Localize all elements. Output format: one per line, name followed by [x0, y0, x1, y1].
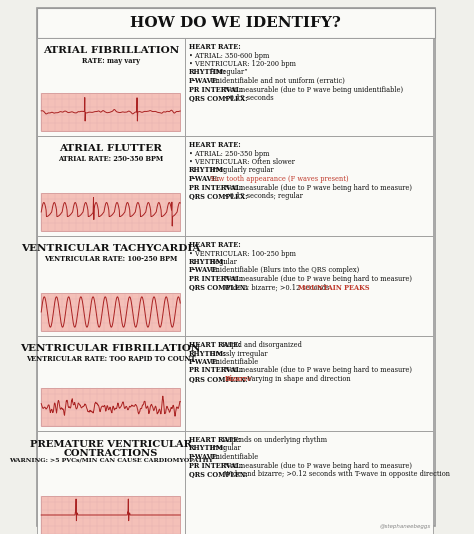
Text: HEART RATE:: HEART RATE: — [189, 436, 241, 444]
Text: P-WAVE:: P-WAVE: — [189, 453, 220, 461]
Text: RATE: may vary: RATE: may vary — [82, 57, 140, 65]
Text: HEART RATE:: HEART RATE: — [189, 141, 241, 149]
Text: VENTRICULAR FIBRILLATION: VENTRICULAR FIBRILLATION — [20, 344, 201, 353]
FancyBboxPatch shape — [184, 236, 433, 336]
Text: • VENTRICULAR: 120-200 bpm: • VENTRICULAR: 120-200 bpm — [189, 60, 296, 68]
FancyBboxPatch shape — [184, 136, 433, 236]
Text: P-WAVE:: P-WAVE: — [189, 175, 220, 183]
Text: Irregularly regular: Irregularly regular — [209, 167, 274, 175]
Text: Unidentifiable (Blurs into the QRS complex): Unidentifiable (Blurs into the QRS compl… — [209, 266, 360, 274]
Text: @stephaneebeggs: @stephaneebeggs — [380, 524, 431, 529]
FancyBboxPatch shape — [37, 8, 435, 526]
Text: MOUNTAIN PEAKS: MOUNTAIN PEAKS — [298, 284, 369, 292]
Text: <0.12 seconds: <0.12 seconds — [222, 94, 274, 102]
Text: Rapid and disorganized: Rapid and disorganized — [219, 341, 301, 349]
Text: PR INTERVAL:: PR INTERVAL: — [189, 184, 243, 192]
Text: Unidentifiable: Unidentifiable — [209, 358, 259, 366]
Text: Grossly irregular: Grossly irregular — [209, 349, 268, 357]
Text: HEART RATE:: HEART RATE: — [189, 241, 241, 249]
FancyBboxPatch shape — [41, 388, 180, 426]
Text: CONTRACTIONS: CONTRACTIONS — [64, 449, 158, 458]
Text: Not measurable (due to P wave being hard to measure): Not measurable (due to P wave being hard… — [222, 366, 412, 374]
Text: • ATRIAL: 350-600 bpm: • ATRIAL: 350-600 bpm — [189, 51, 269, 59]
Text: “Irregular”: “Irregular” — [209, 68, 248, 76]
Text: ATRIAL RATE: 250-350 BPM: ATRIAL RATE: 250-350 BPM — [58, 155, 164, 163]
FancyBboxPatch shape — [37, 136, 184, 236]
Text: Wide and bizarre; >0.12 seconds with T-wave in opposite direction: Wide and bizarre; >0.12 seconds with T-w… — [222, 470, 450, 478]
Text: Not measurable (due to P wave being hard to measure): Not measurable (due to P wave being hard… — [222, 184, 412, 192]
Text: QRS COMPLEX:: QRS COMPLEX: — [189, 94, 247, 102]
Text: <0.12 seconds; regular: <0.12 seconds; regular — [222, 192, 303, 200]
FancyBboxPatch shape — [184, 431, 433, 534]
FancyBboxPatch shape — [37, 236, 184, 336]
Text: RHYTHM:: RHYTHM: — [189, 258, 227, 266]
FancyBboxPatch shape — [184, 38, 433, 136]
Text: ATRIAL FLUTTER: ATRIAL FLUTTER — [59, 144, 162, 153]
Text: VENTRICULAR RATE: 100-250 BPM: VENTRICULAR RATE: 100-250 BPM — [44, 255, 177, 263]
Text: ATRIAL FIBRILLATION: ATRIAL FIBRILLATION — [43, 46, 179, 55]
Text: Unidentifiable: Unidentifiable — [209, 453, 259, 461]
FancyBboxPatch shape — [41, 93, 180, 131]
Text: Wide & bizarre; >0.12 seconds: Wide & bizarre; >0.12 seconds — [222, 284, 332, 292]
FancyBboxPatch shape — [41, 193, 180, 231]
Text: Saw tooth appearance (F waves present): Saw tooth appearance (F waves present) — [209, 175, 349, 183]
Text: Regular: Regular — [209, 258, 237, 266]
Text: HEART RATE:: HEART RATE: — [189, 43, 241, 51]
Text: HEART RATE:: HEART RATE: — [189, 341, 241, 349]
Text: RHYTHM:: RHYTHM: — [189, 167, 227, 175]
FancyBboxPatch shape — [37, 431, 184, 534]
FancyBboxPatch shape — [37, 38, 184, 136]
Text: QRS COMPLEX:: QRS COMPLEX: — [189, 375, 247, 383]
Text: RHYTHM:: RHYTHM: — [189, 68, 227, 76]
FancyBboxPatch shape — [37, 336, 184, 431]
FancyBboxPatch shape — [41, 496, 180, 534]
Text: QRS COMPLEX:: QRS COMPLEX: — [189, 284, 247, 292]
Text: Bizarre: Bizarre — [225, 375, 252, 383]
Text: HOW DO WE IDENTIFY?: HOW DO WE IDENTIFY? — [130, 16, 341, 30]
Text: WARNING: >5 PVCs/MIN CAN CAUSE CARDIOMYOPATHY: WARNING: >5 PVCs/MIN CAN CAUSE CARDIOMYO… — [9, 458, 213, 463]
Text: • VENTRICULAR: Often slower: • VENTRICULAR: Often slower — [189, 158, 295, 166]
Text: PR INTERVAL:: PR INTERVAL: — [189, 85, 243, 93]
Text: RHYTHM:: RHYTHM: — [189, 349, 227, 357]
Text: • VENTRICULAR: 100-250 bpm: • VENTRICULAR: 100-250 bpm — [189, 249, 296, 257]
Text: Not measurable (due to P wave being hard to measure): Not measurable (due to P wave being hard… — [222, 275, 412, 283]
Text: Depends on underlying rhythm: Depends on underlying rhythm — [219, 436, 327, 444]
Text: P-WAVE:: P-WAVE: — [189, 358, 220, 366]
FancyBboxPatch shape — [184, 336, 433, 431]
Text: VENTRICULAR TACHYCARDIA: VENTRICULAR TACHYCARDIA — [21, 244, 201, 253]
Text: QRS COMPLEX:: QRS COMPLEX: — [189, 192, 247, 200]
Text: P-WAVE:: P-WAVE: — [189, 266, 220, 274]
Text: Not measurable (due to P wave being hard to measure): Not measurable (due to P wave being hard… — [222, 461, 412, 469]
Text: VENTRICULAR RATE: TOO RAPID TO COUNT: VENTRICULAR RATE: TOO RAPID TO COUNT — [26, 355, 195, 363]
Text: P-WAVE:: P-WAVE: — [189, 77, 220, 85]
Text: PR INTERVAL:: PR INTERVAL: — [189, 275, 243, 283]
Text: QRS COMPLEX:: QRS COMPLEX: — [189, 470, 247, 478]
Text: PR INTERVAL:: PR INTERVAL: — [189, 461, 243, 469]
Text: • ATRIAL: 250-350 bpm: • ATRIAL: 250-350 bpm — [189, 150, 269, 158]
FancyBboxPatch shape — [37, 8, 435, 38]
Text: ; Varying in shape and direction: ; Varying in shape and direction — [243, 375, 351, 383]
Text: PREMATURE VENTRICULAR: PREMATURE VENTRICULAR — [30, 440, 191, 449]
Text: Irregular: Irregular — [209, 444, 241, 452]
Text: PR INTERVAL:: PR INTERVAL: — [189, 366, 243, 374]
Text: Unidentifiable and not uniform (erratic): Unidentifiable and not uniform (erratic) — [209, 77, 345, 85]
Text: Not measurable (due to P wave being unidentifiable): Not measurable (due to P wave being unid… — [222, 85, 403, 93]
Text: RHYTHM:: RHYTHM: — [189, 444, 227, 452]
FancyBboxPatch shape — [41, 293, 180, 331]
